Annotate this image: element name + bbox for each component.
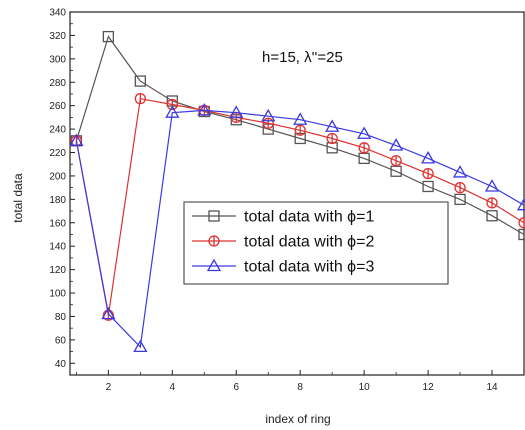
- x-tick-label: 6: [233, 382, 239, 393]
- plot-border: [69, 11, 525, 376]
- data-point-2: [262, 117, 274, 129]
- y-tick-label: 300: [49, 54, 66, 65]
- data-point-3: [165, 105, 180, 118]
- data-point-1: [486, 210, 498, 222]
- data-point-2: [134, 93, 146, 105]
- data-point-3: [420, 151, 436, 164]
- y-tick-label: 240: [49, 125, 66, 136]
- y-tick-label: 280: [49, 78, 66, 89]
- x-tick-label: 8: [297, 382, 303, 393]
- data-point-3: [325, 119, 340, 132]
- data-point-2: [422, 167, 434, 180]
- data-point-2: [390, 155, 402, 167]
- data-point-3: [101, 306, 116, 320]
- x-tick-label: 2: [106, 382, 112, 393]
- y-tick-label: 140: [49, 242, 66, 253]
- data-point-3: [516, 197, 525, 211]
- data-point-2: [358, 142, 370, 154]
- data-point-3: [293, 112, 308, 125]
- data-point-2: [486, 197, 498, 209]
- data-point-3: [261, 108, 276, 122]
- series-line-3: [75, 109, 525, 349]
- y-axis-title: total data: [11, 173, 25, 223]
- series-line-1: [75, 35, 525, 236]
- data-point-2: [454, 181, 466, 194]
- x-tick-label: 10: [359, 382, 371, 393]
- data-point-1: [102, 30, 115, 43]
- data-point-3: [133, 339, 148, 353]
- legend-entry: total data with ϕ=3: [244, 259, 374, 276]
- data-point-2: [294, 124, 306, 136]
- data-point-1: [454, 193, 466, 206]
- data-point-3: [69, 133, 84, 146]
- y-tick-label: 60: [55, 335, 67, 346]
- data-point-1: [134, 75, 146, 87]
- series-layer: [69, 30, 525, 353]
- y-tick-label: 220: [49, 148, 66, 159]
- y-tick-label: 160: [49, 218, 66, 229]
- x-tick-label: 14: [486, 382, 498, 393]
- data-point-2: [518, 217, 525, 229]
- legend: total data with ϕ=1 total data with ϕ=2 to…: [183, 201, 449, 285]
- data-point-3: [388, 138, 404, 151]
- data-point-1: [518, 228, 525, 241]
- y-tick-label: 100: [49, 289, 66, 300]
- y-tick-label: 260: [49, 101, 66, 112]
- y-tick-label: 320: [49, 31, 66, 42]
- legend-swatch-marker: [208, 235, 220, 247]
- y-tick-label: 340: [49, 8, 66, 19]
- y-tick-label: 40: [55, 359, 67, 370]
- legend-swatch-marker: [206, 258, 222, 272]
- y-tick-label: 80: [55, 312, 67, 323]
- series-3: [69, 103, 525, 353]
- data-point-3: [197, 103, 212, 116]
- x-axis-title: index of ring: [265, 412, 330, 426]
- legend-entry: total data with ϕ=2: [244, 234, 374, 251]
- x-tick-label: 4: [170, 382, 176, 393]
- data-point-3: [229, 105, 244, 118]
- x-tick-label: 12: [423, 382, 435, 393]
- y-tick-label: 180: [49, 195, 66, 206]
- data-point-1: [422, 180, 434, 193]
- data-point-2: [326, 132, 338, 145]
- legend-entry: total data with ϕ=1: [244, 209, 374, 226]
- data-point-3: [357, 126, 372, 139]
- plot-frame: [69, 11, 525, 376]
- y-tick-label: 120: [49, 265, 66, 276]
- data-point-3: [484, 179, 500, 192]
- annotation-text: h=15, λ''=25: [262, 49, 343, 66]
- y-tick-label: 200: [49, 171, 66, 182]
- legend-swatch-marker: [208, 210, 220, 222]
- data-point-3: [452, 165, 468, 178]
- axis-ticks: 40 60 80 100 120 140 160 180 200 220 240 260 280 300 3…: [49, 8, 525, 393]
